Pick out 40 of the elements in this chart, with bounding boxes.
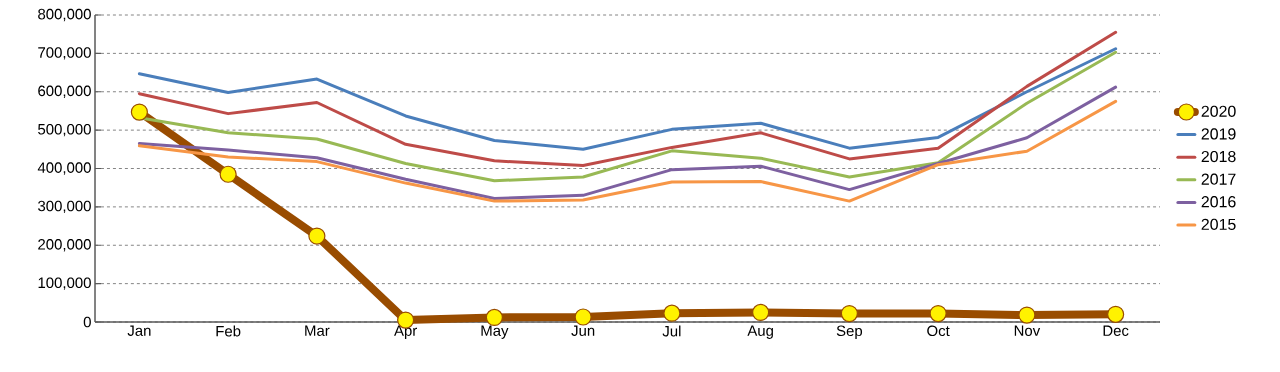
x-tick-label: Aug — [747, 325, 773, 339]
y-tick-label: 800,000 — [38, 8, 91, 22]
legend-label: 2017 — [1201, 173, 1236, 185]
x-tick-label: Mar — [305, 325, 330, 336]
point — [752, 303, 770, 322]
y-tick-label: 700,000 — [38, 47, 91, 60]
y-tick-label: 500,000 — [38, 123, 91, 137]
y-tick-label: 600,000 — [38, 85, 91, 98]
legend-label: 2019 — [1201, 128, 1236, 140]
legend-label: 2018 — [1201, 150, 1236, 163]
point — [663, 304, 681, 322]
y-tick-label: 0 — [83, 316, 91, 328]
point — [1018, 306, 1036, 324]
y-tick-label: 100,000 — [38, 277, 91, 290]
point — [485, 308, 503, 326]
x-tick-label: Dec — [1103, 325, 1129, 336]
y-tick-label: 200,000 — [38, 239, 91, 252]
point — [308, 227, 326, 245]
x-tick-label: May — [481, 325, 509, 339]
y-tick-label: 300,000 — [38, 200, 91, 214]
y-tick-label: 400,000 — [37, 162, 91, 175]
x-tick-label: Nov — [1014, 325, 1041, 336]
x-tick-label: Sep — [836, 325, 863, 340]
point — [840, 304, 858, 323]
x-tick-label: Oct — [927, 325, 950, 337]
point — [219, 165, 237, 183]
x-tick-label: Jan — [127, 325, 151, 336]
x-tick-label: Jul — [662, 325, 681, 337]
legend-label: 2020 — [1201, 105, 1236, 117]
legend-label: 2015 — [1201, 218, 1236, 230]
line-series — [137, 47, 1118, 151]
point — [130, 103, 148, 121]
x-tick-label: Feb — [216, 325, 241, 337]
legend-label: 2016 — [1201, 196, 1236, 208]
x-tick-label: Apr — [394, 325, 417, 339]
point — [574, 308, 592, 326]
x-tick-label: Jun — [571, 325, 595, 336]
point — [1107, 305, 1125, 323]
line-series — [137, 30, 1118, 167]
point — [929, 304, 947, 323]
